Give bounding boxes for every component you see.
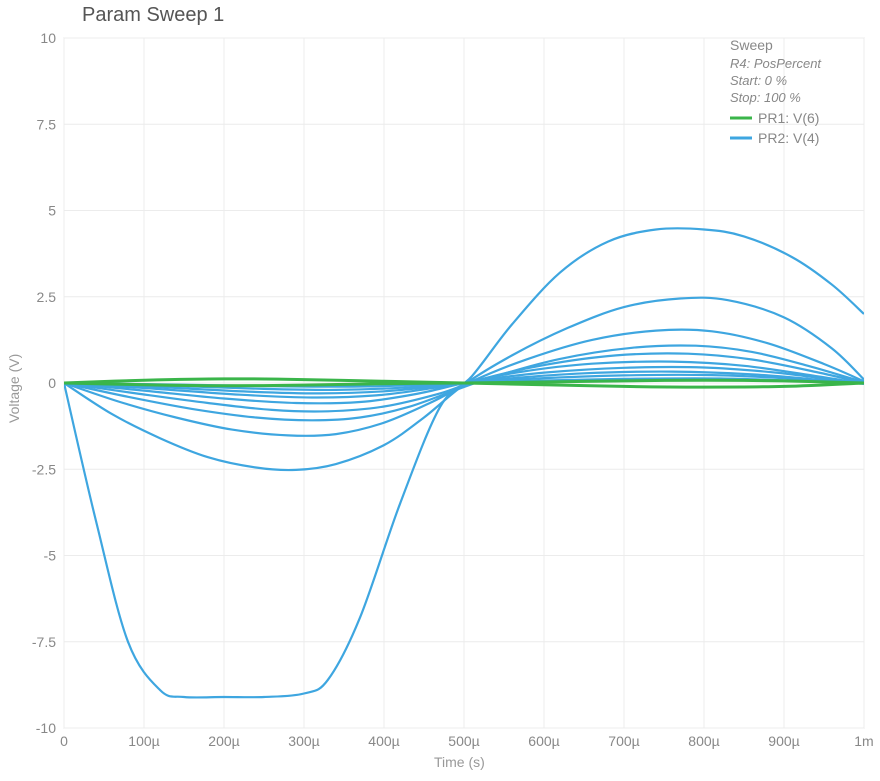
plot-area: 0 100µ 200µ 300µ 400µ 500µ 600µ 700µ 800µ 900µ 1m -… <box>0 0 880 781</box>
svg-text:Sweep: Sweep <box>730 37 773 53</box>
svg-text:200µ: 200µ <box>208 733 239 749</box>
svg-text:2.5: 2.5 <box>37 289 57 305</box>
svg-text:400µ: 400µ <box>368 733 399 749</box>
svg-text:-7.5: -7.5 <box>32 634 56 650</box>
svg-text:300µ: 300µ <box>288 733 319 749</box>
svg-text:-10: -10 <box>36 720 56 736</box>
svg-text:700µ: 700µ <box>608 733 639 749</box>
svg-text:1m: 1m <box>854 733 873 749</box>
svg-text:-2.5: -2.5 <box>32 461 56 477</box>
svg-text:100µ: 100µ <box>128 733 159 749</box>
svg-text:900µ: 900µ <box>768 733 799 749</box>
svg-text:Stop: 100 %: Stop: 100 % <box>730 90 801 105</box>
svg-text:Start: 0 %: Start: 0 % <box>730 73 787 88</box>
svg-text:R4: PosPercent: R4: PosPercent <box>730 56 822 71</box>
svg-text:500µ: 500µ <box>448 733 479 749</box>
svg-text:-5: -5 <box>44 548 57 564</box>
svg-text:10: 10 <box>40 30 56 46</box>
svg-text:5: 5 <box>48 203 56 219</box>
svg-text:600µ: 600µ <box>528 733 559 749</box>
svg-text:0: 0 <box>60 733 68 749</box>
svg-text:PR1: V(6): PR1: V(6) <box>758 110 819 126</box>
svg-text:0: 0 <box>48 375 56 391</box>
svg-text:7.5: 7.5 <box>37 116 57 132</box>
svg-text:800µ: 800µ <box>688 733 719 749</box>
chart-container: Param Sweep 1 Voltage (V) Time (s) 0100µ… <box>0 0 880 781</box>
svg-text:PR2: V(4): PR2: V(4) <box>758 130 819 146</box>
